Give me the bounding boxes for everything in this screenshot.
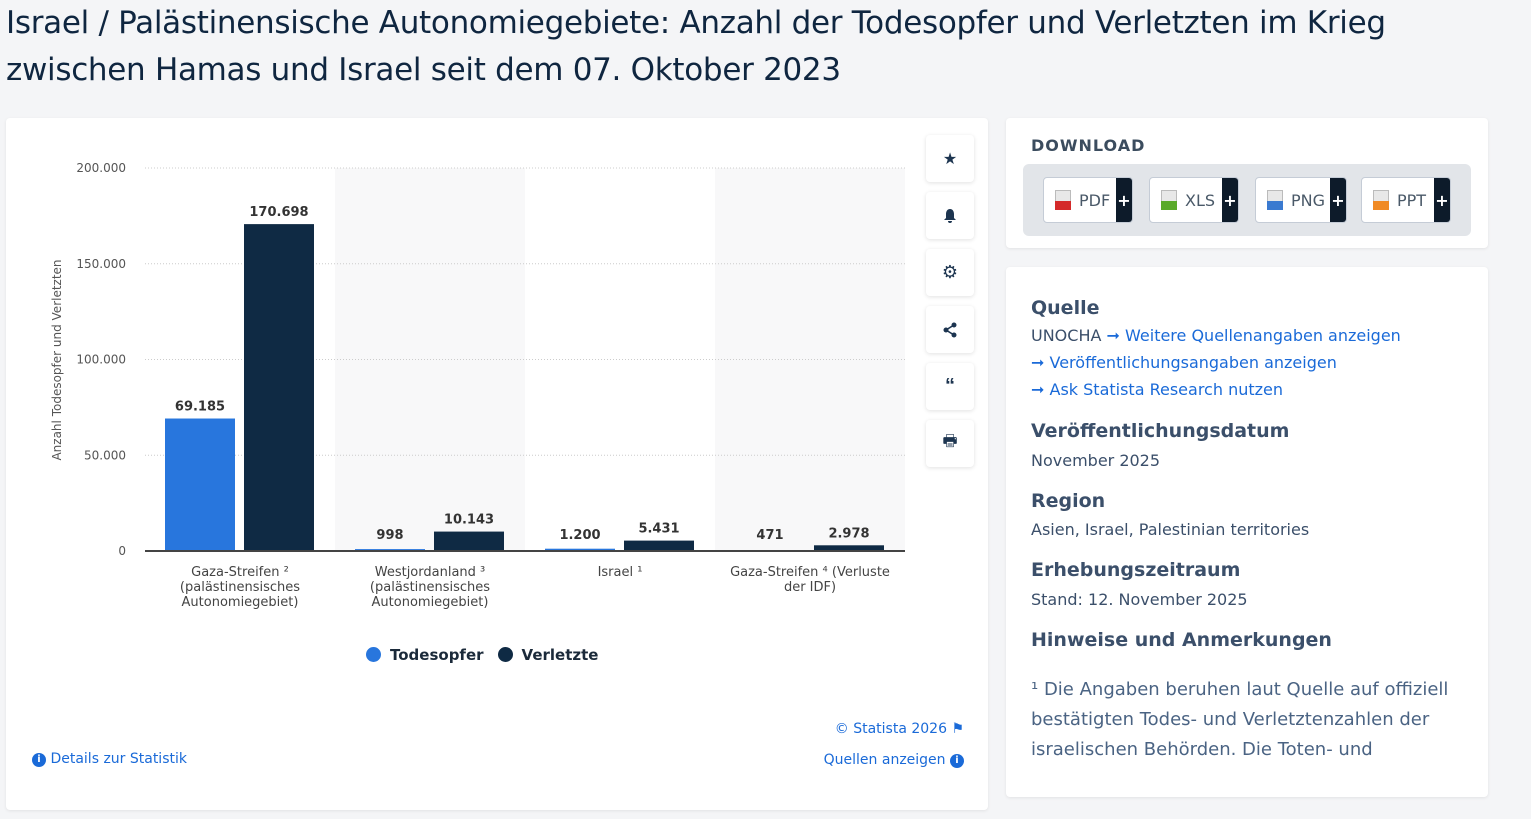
data-label: 1.200 bbox=[559, 528, 600, 543]
plus-icon[interactable]: + bbox=[1116, 178, 1132, 222]
flag-icon: ⚑ bbox=[951, 721, 964, 737]
plus-icon[interactable]: + bbox=[1330, 178, 1346, 222]
bar-verletzte bbox=[624, 540, 694, 551]
bar-verletzte bbox=[434, 531, 504, 551]
download-label: PDF bbox=[1079, 190, 1111, 210]
notes-heading: Hinweise und Anmerkungen bbox=[1031, 629, 1332, 651]
notes-text: ¹ Die Angaben beruhen laut Quelle auf of… bbox=[1031, 679, 1449, 771]
legend-item-verletzte[interactable]: Verletzte bbox=[497, 646, 598, 664]
notify-button[interactable] bbox=[926, 192, 974, 239]
y-tick-label: 150.000 bbox=[76, 257, 126, 271]
data-label: 170.698 bbox=[249, 205, 308, 220]
arrow-right-icon: ➞ bbox=[1106, 326, 1120, 345]
y-tick-label: 100.000 bbox=[76, 353, 126, 367]
download-label: PNG bbox=[1291, 190, 1326, 210]
source-line: UNOCHA ➞ Weitere Quellenangaben anzeigen bbox=[1031, 326, 1401, 345]
source-heading: Quelle bbox=[1031, 297, 1100, 319]
chart-card: 0 50.000 100.000 150.000 200.000 Anzahl Todes… bbox=[6, 118, 988, 810]
info-icon: i bbox=[950, 754, 964, 768]
y-tick-label: 50.000 bbox=[84, 448, 126, 462]
date-value: November 2025 bbox=[1031, 451, 1161, 470]
bar-verletzte bbox=[244, 224, 314, 551]
bar-chart: 0 50.000 100.000 150.000 200.000 Anzahl Todes… bbox=[50, 161, 905, 610]
ppt-file-icon bbox=[1373, 190, 1389, 210]
info-icon: i bbox=[32, 753, 46, 767]
data-label: 998 bbox=[376, 528, 403, 543]
y-tick-label: 200.000 bbox=[76, 161, 126, 175]
print-button[interactable]: 🖶 bbox=[926, 420, 974, 467]
data-label: 69.185 bbox=[175, 400, 225, 415]
period-heading: Erhebungszeitraum bbox=[1031, 559, 1241, 581]
share-button[interactable] bbox=[926, 306, 974, 353]
data-label: 471 bbox=[756, 528, 783, 543]
bar-verletzte bbox=[814, 545, 884, 551]
more-sources-link[interactable]: Weitere Quellenangaben anzeigen bbox=[1125, 326, 1401, 345]
x-tick-label: (palästinensisches bbox=[180, 580, 300, 595]
x-tick-label: Autonomiegebiet) bbox=[372, 595, 489, 610]
date-heading: Veröffentlichungsdatum bbox=[1031, 420, 1290, 442]
statista-copyright-link[interactable]: © Statista 2026 ⚑ bbox=[834, 721, 964, 737]
data-label: 2.978 bbox=[828, 526, 869, 541]
bar-todesopfer bbox=[545, 548, 615, 551]
category-band bbox=[715, 168, 905, 551]
x-tick-label: Gaza-Streifen ⁴ (Verluste bbox=[730, 565, 890, 580]
metadata-card: Quelle UNOCHA ➞ Weitere Quellenangaben a… bbox=[1006, 267, 1488, 797]
region-value: Asien, Israel, Palestinian territories bbox=[1031, 520, 1310, 539]
data-label: 10.143 bbox=[444, 513, 494, 528]
legend: Todesopfer Verletzte bbox=[366, 646, 598, 664]
share-icon bbox=[943, 322, 957, 337]
sources-link[interactable]: Quellen anzeigen i bbox=[824, 752, 964, 768]
download-card: DOWNLOAD PDF + XLS + PNG + PPT + bbox=[1006, 118, 1488, 248]
pdf-file-icon bbox=[1055, 190, 1071, 210]
plus-icon[interactable]: + bbox=[1434, 178, 1450, 222]
settings-button[interactable]: ⚙ bbox=[926, 249, 974, 296]
legend-item-todesopfer[interactable]: Todesopfer bbox=[366, 646, 484, 664]
x-tick-label: (palästinensisches bbox=[370, 580, 490, 595]
download-pdf-button[interactable]: PDF + bbox=[1043, 177, 1133, 223]
star-icon: ★ bbox=[942, 150, 958, 168]
quote-icon: “ bbox=[945, 375, 955, 397]
arrow-right-icon: ➞ bbox=[1031, 380, 1045, 399]
download-label: PPT bbox=[1397, 190, 1427, 210]
xls-file-icon bbox=[1161, 190, 1177, 210]
data-label: 5.431 bbox=[638, 522, 679, 537]
download-buttons: PDF + XLS + PNG + PPT + bbox=[1023, 164, 1471, 236]
y-axis-label: Anzahl Todesopfer und Verletzten bbox=[50, 259, 64, 460]
cite-button[interactable]: “ bbox=[926, 363, 974, 410]
period-value: Stand: 12. November 2025 bbox=[1031, 590, 1248, 609]
publication-info-link[interactable]: ➞ Veröffentlichungsangaben anzeigen bbox=[1031, 353, 1337, 372]
download-title: DOWNLOAD bbox=[1031, 136, 1146, 155]
download-xls-button[interactable]: XLS + bbox=[1149, 177, 1239, 223]
png-file-icon bbox=[1267, 190, 1283, 210]
gear-icon: ⚙ bbox=[941, 262, 959, 282]
page-title: Israel / Palästinensische Autonomiegebie… bbox=[6, 5, 1386, 88]
x-tick-label: Autonomiegebiet) bbox=[182, 595, 299, 610]
x-tick-label: Israel ¹ bbox=[598, 565, 643, 580]
download-png-button[interactable]: PNG + bbox=[1255, 177, 1347, 223]
chart-toolbar: ★ ⚙ “ 🖶 bbox=[926, 135, 974, 467]
download-ppt-button[interactable]: PPT + bbox=[1361, 177, 1451, 223]
region-heading: Region bbox=[1031, 490, 1106, 512]
ask-research-link[interactable]: ➞ Ask Statista Research nutzen bbox=[1031, 380, 1283, 399]
favorite-button[interactable]: ★ bbox=[926, 135, 974, 182]
arrow-right-icon: ➞ bbox=[1031, 353, 1045, 372]
bar-todesopfer bbox=[165, 418, 235, 551]
bell-icon bbox=[944, 208, 956, 223]
x-tick-label: der IDF) bbox=[784, 580, 836, 595]
details-link[interactable]: i Details zur Statistik bbox=[32, 751, 187, 767]
x-tick-label: Gaza-Streifen ² bbox=[191, 565, 289, 580]
y-tick-label: 0 bbox=[118, 544, 126, 558]
plus-icon[interactable]: + bbox=[1222, 178, 1238, 222]
x-tick-label: Westjordanland ³ bbox=[375, 565, 486, 580]
download-label: XLS bbox=[1185, 190, 1216, 210]
print-icon: 🖶 bbox=[942, 433, 958, 450]
